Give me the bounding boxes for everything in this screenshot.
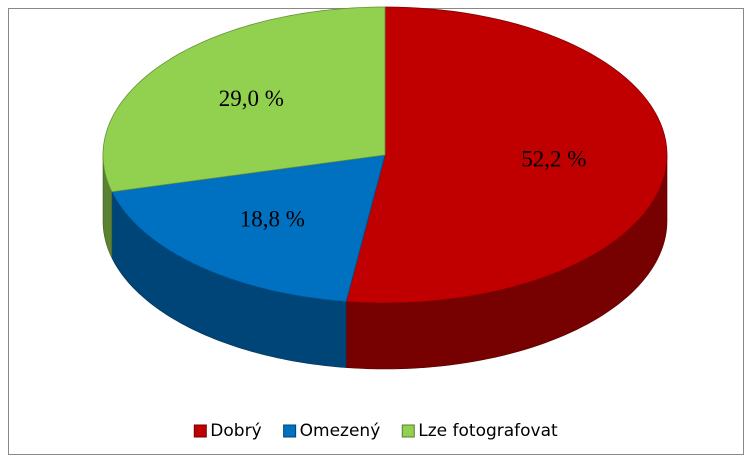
data-label: 18,8 % — [240, 207, 305, 232]
legend-swatch — [283, 424, 297, 438]
legend-swatch — [193, 424, 207, 438]
legend-swatch — [401, 424, 415, 438]
data-label: 52,2 % — [521, 146, 586, 171]
pie-slice — [102, 6, 386, 193]
legend-label: Omezený — [300, 421, 381, 441]
pie-slice — [345, 6, 668, 304]
legend-label: Dobrý — [210, 421, 261, 441]
pie-slice — [111, 154, 386, 303]
data-label: 29,0 % — [219, 86, 284, 111]
legend: Dobrý Omezený Lze fotografovat — [193, 421, 558, 441]
legend-label: Lze fotografovat — [418, 421, 558, 441]
